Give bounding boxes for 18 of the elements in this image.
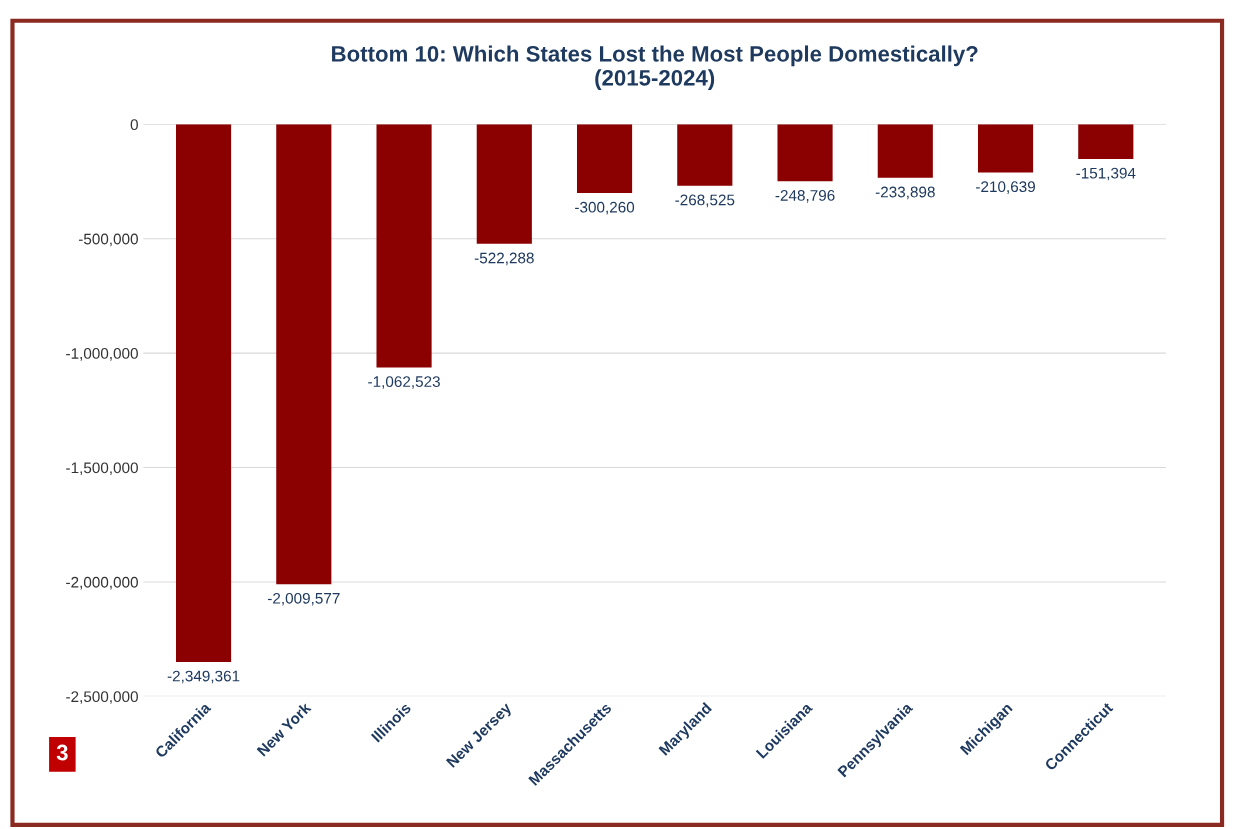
y-tick-label: 0 (130, 119, 138, 131)
chart-title: Bottom 10: Which States Lost the Most People Domestically? (2015-2024) (332, 45, 978, 91)
y-tick-label: -2,500,000 (66, 691, 138, 704)
data-label: -268,525 (675, 194, 735, 208)
y-tick-label: -500,000 (78, 233, 138, 247)
data-label: -151,394 (1076, 167, 1136, 181)
data-label: -300,260 (575, 201, 635, 215)
y-tick-label: -1,000,000 (66, 348, 138, 361)
y-tick-label: -1,500,000 (66, 462, 138, 476)
data-label: -2,349,361 (167, 670, 240, 684)
data-label: -233,898 (875, 186, 935, 200)
text: 3 (56, 744, 68, 761)
data-label: -522,288 (474, 252, 534, 266)
data-label: -1,062,523 (368, 376, 440, 389)
data-label: -248,796 (775, 190, 835, 203)
data-label: -2,009,577 (267, 592, 340, 606)
y-tick-label: -2,000,000 (66, 576, 138, 590)
data-label: -210,639 (976, 181, 1035, 194)
